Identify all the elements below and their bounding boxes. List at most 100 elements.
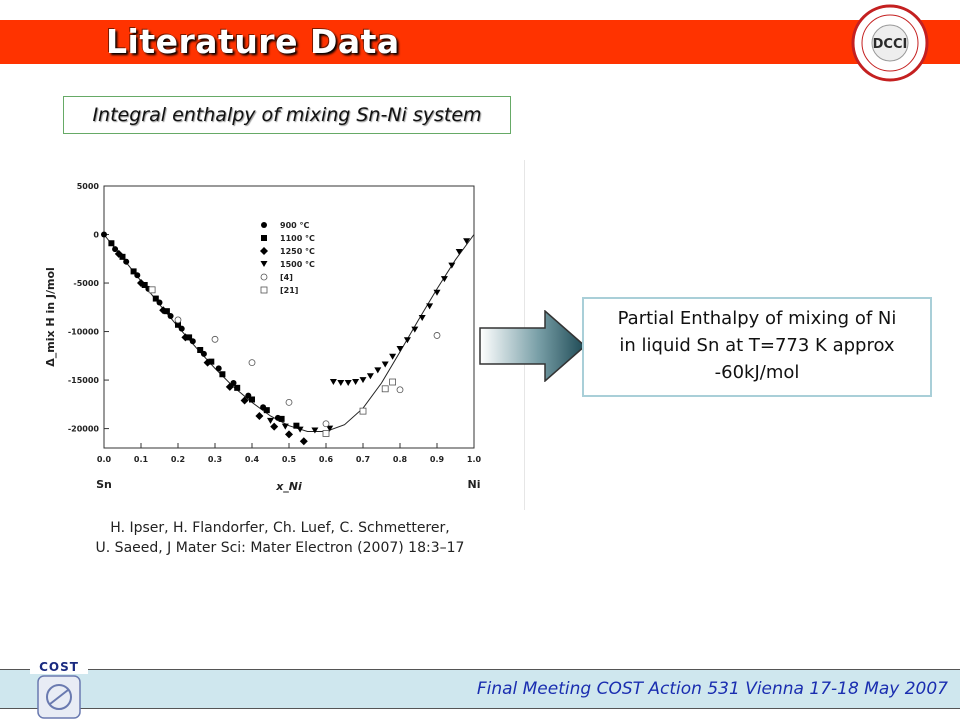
- data-point: [137, 279, 145, 288]
- data-point: [285, 430, 293, 439]
- data-point: [326, 425, 334, 432]
- data-point: [263, 407, 270, 414]
- legend-label: 1250 °C: [280, 247, 315, 256]
- x-axis-label: x_Ni: [275, 480, 302, 493]
- legend-marker: [261, 222, 267, 228]
- data-point: [167, 313, 174, 320]
- note-line-1: Partial Enthalpy of mixing of Ni: [617, 308, 897, 329]
- data-point: [285, 398, 293, 406]
- data-point: [163, 308, 170, 315]
- data-point: [396, 346, 404, 353]
- dcci-logo: DCCI: [851, 4, 929, 82]
- legend: 900 °C 1100 °C 1250 °C 1500 °C [4] [21]: [260, 221, 315, 295]
- x-tick-label: 0.6: [319, 455, 334, 464]
- data-point: [281, 423, 289, 430]
- data-point: [411, 326, 419, 333]
- arrow-icon: [479, 310, 587, 382]
- data-point: [389, 353, 397, 360]
- y-tick-label: 0: [93, 231, 99, 240]
- cost-logo-text: COST: [30, 660, 88, 674]
- footer-text: Final Meeting COST Action 531 Vienna 17-…: [476, 679, 948, 699]
- data-point: [381, 361, 389, 368]
- data-point: [455, 248, 463, 255]
- data-point: [337, 379, 345, 386]
- data-point: [208, 358, 215, 365]
- data-point: [234, 384, 241, 391]
- data-point: [299, 437, 308, 446]
- data-point: [203, 358, 212, 367]
- x-tick-label: 0.2: [171, 455, 185, 464]
- data-point: [374, 367, 382, 374]
- data-point: [322, 430, 330, 437]
- x-tick-label: 0.7: [356, 455, 370, 464]
- data-point: [230, 379, 237, 386]
- y-tick-label: 5000: [77, 182, 100, 191]
- data-point: [248, 359, 256, 367]
- data-point: [344, 379, 352, 386]
- subtitle-text: Integral enthalpy of mixing Sn-Ni system: [92, 104, 482, 126]
- x-tick-label: 0.4: [245, 455, 260, 464]
- footer-bar: Final Meeting COST Action 531 Vienna 17-…: [0, 669, 960, 709]
- y-tick-label: -5000: [73, 279, 99, 288]
- data-point: [366, 373, 374, 380]
- citation-line-1: H. Ipser, H. Flandorfer, Ch. Luef, C. Sc…: [110, 520, 450, 536]
- data-point: [181, 333, 190, 342]
- data-point: [240, 396, 249, 405]
- data-point: [426, 303, 434, 310]
- data-point: [352, 379, 360, 386]
- data-point: [311, 427, 319, 434]
- legend-label: 1500 °C: [280, 260, 315, 269]
- data-point: [152, 295, 159, 302]
- data-point: [130, 268, 137, 275]
- data-point: [293, 422, 300, 429]
- data-point: [433, 332, 441, 339]
- data-point: [249, 396, 255, 403]
- x-tick-label: 0.1: [134, 455, 149, 464]
- note-line-2: in liquid Sn at T=773 K approx: [619, 335, 895, 356]
- data-point: [148, 286, 156, 294]
- x-tick-label: 0.9: [430, 455, 445, 464]
- x-tick-label: 0.3: [208, 455, 222, 464]
- note-line-3: -60kJ/mol: [714, 362, 800, 383]
- data-point: [225, 382, 234, 391]
- x-tick-label: 0.8: [393, 455, 408, 464]
- legend-marker: [261, 235, 267, 241]
- legend-marker: [260, 286, 268, 294]
- citation-line-2: U. Saeed, J Mater Sci: Mater Electron (2…: [95, 540, 465, 556]
- data-point: [359, 377, 367, 384]
- legend-marker: [260, 273, 268, 281]
- legend-label: 1100 °C: [280, 234, 315, 243]
- y-tick-label: -20000: [68, 425, 100, 434]
- data-point: [278, 415, 285, 422]
- header-bar: [0, 20, 960, 64]
- data-point: [359, 407, 367, 415]
- x-tick-label: 0.5: [282, 455, 297, 464]
- y-ticks: 5000 0 -5000 -10000 -15000 -20000: [68, 182, 109, 434]
- data-point: [296, 426, 304, 433]
- data-point: [101, 231, 107, 238]
- data-point: [141, 281, 148, 288]
- data-point: [433, 289, 441, 296]
- data-point: [108, 240, 115, 247]
- data-point: [211, 335, 219, 343]
- data-point: [267, 417, 274, 424]
- data-point: [389, 378, 397, 386]
- data-point: [219, 371, 226, 378]
- data-point: [403, 337, 411, 344]
- note-box: Partial Enthalpy of mixing of Ni in liqu…: [582, 297, 932, 397]
- data-points: [101, 231, 471, 446]
- data-point: [114, 249, 123, 258]
- data-point: [119, 253, 126, 260]
- cost-emblem-icon: [37, 675, 81, 719]
- note-text: Partial Enthalpy of mixing of Ni in liqu…: [590, 305, 924, 386]
- slide-title: Literature Data: [106, 22, 400, 61]
- data-point: [440, 276, 448, 283]
- data-point: [174, 316, 182, 324]
- data-point: [123, 258, 130, 265]
- subtitle-box: Integral enthalpy of mixing Sn-Ni system: [63, 96, 511, 134]
- cost-logo: COST: [30, 660, 88, 720]
- data-point: [197, 346, 204, 353]
- citation: H. Ipser, H. Flandorfer, Ch. Luef, C. Sc…: [40, 518, 520, 558]
- data-point: [329, 379, 337, 386]
- data-point: [112, 246, 119, 253]
